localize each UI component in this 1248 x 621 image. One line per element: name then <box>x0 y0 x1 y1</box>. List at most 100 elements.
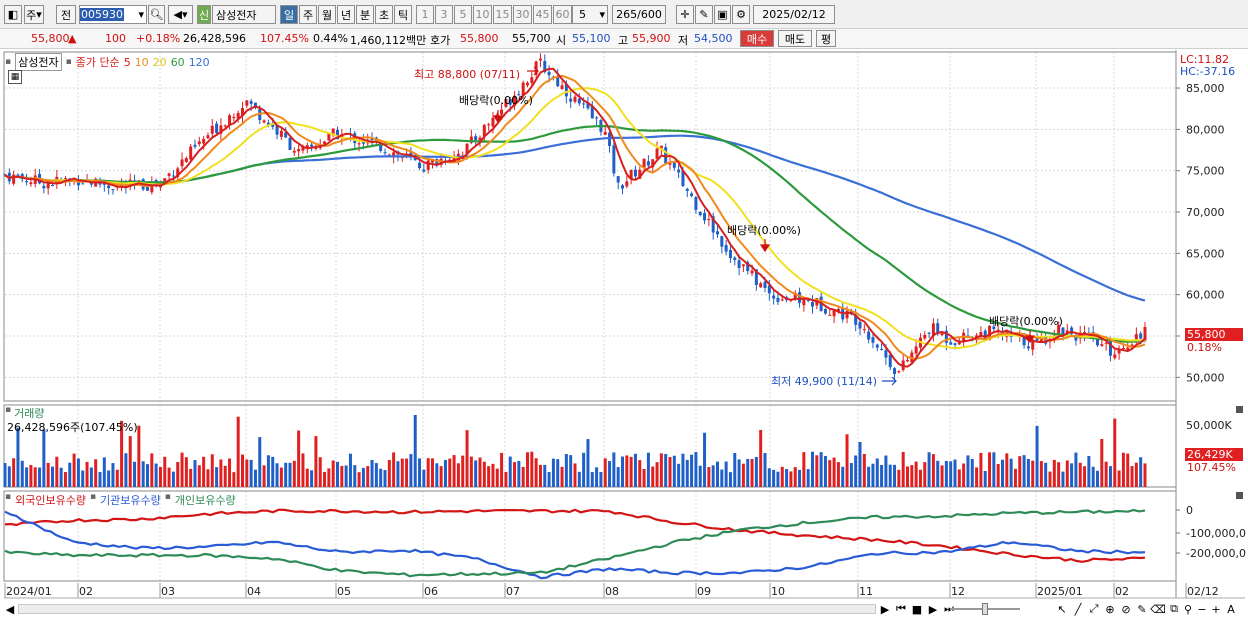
toggle-icon[interactable]: ⊕ <box>1105 602 1115 616</box>
period-tab-2[interactable]: 월 <box>318 5 336 24</box>
candle <box>1113 354 1117 359</box>
period-tab-6[interactable]: 틱 <box>394 5 412 24</box>
interval-button-45[interactable]: 45 <box>533 5 552 24</box>
candle <box>538 58 542 61</box>
candle <box>547 71 551 76</box>
zoom-slider-handle[interactable] <box>982 603 988 615</box>
chevron-down-icon[interactable]: ▾ <box>138 8 144 21</box>
volume-bar <box>262 465 266 487</box>
zoom-out-icon[interactable]: − <box>1197 602 1207 616</box>
x-tick-label: 2025/01 <box>1037 585 1083 598</box>
horizontal-scrollbar[interactable] <box>18 604 876 614</box>
search-icon[interactable]: 🔍︎ <box>148 5 165 24</box>
x-tick-label: 10 <box>771 585 785 598</box>
interval-button-3[interactable]: 3 <box>435 5 453 24</box>
ma-period-20: 20 <box>152 55 167 69</box>
volume-bar <box>716 461 719 487</box>
speaker-icon[interactable]: ◀▾ <box>168 5 193 24</box>
volume-bar <box>793 467 797 487</box>
volume-bar <box>115 469 119 487</box>
draw-tool-icon[interactable]: ✎ <box>695 5 713 24</box>
candle <box>107 185 111 189</box>
panel-close-icon[interactable] <box>1236 406 1243 413</box>
volume-bar <box>16 427 20 487</box>
period-mode-select[interactable]: 주 ▾ <box>24 5 44 24</box>
volume-bar <box>158 467 162 487</box>
candle <box>629 170 633 179</box>
candle <box>215 123 219 133</box>
candle <box>763 281 767 288</box>
candle <box>111 189 115 191</box>
axis-labels: 2024/01 02 03 04 05 06 07 08 09 10 11 12 2025/01 02 02… <box>6 82 1246 598</box>
volume-bar <box>1005 453 1009 487</box>
volume-bar <box>98 472 102 487</box>
volume-tick-label: 50,000K <box>1186 419 1232 432</box>
interval-button-15[interactable]: 15 <box>493 5 512 24</box>
volume-bar <box>992 452 996 487</box>
chart-type-icon[interactable]: ◧ <box>4 5 22 24</box>
draw-line-icon[interactable]: ╱ <box>1074 602 1082 616</box>
interval-button-1[interactable]: 1 <box>416 5 434 24</box>
candle <box>664 147 668 164</box>
candle <box>1117 349 1121 354</box>
interval-button-10[interactable]: 10 <box>473 5 492 24</box>
volume-bar <box>625 455 629 487</box>
pointer-icon[interactable]: ↖ <box>1057 602 1067 616</box>
period-tab-3[interactable]: 년 <box>337 5 355 24</box>
stock-code-input[interactable]: 005930 ▾ <box>79 5 147 24</box>
stop-icon[interactable]: ■ <box>911 602 923 616</box>
cursor-icon[interactable]: ⤢ <box>1089 602 1099 615</box>
volume-bar <box>914 461 918 487</box>
volume-bar <box>241 454 244 487</box>
sell-button[interactable]: 매도 <box>778 30 812 47</box>
high-price: 55,900 <box>632 32 671 45</box>
volume-bar <box>461 455 465 487</box>
chart-area[interactable]: 2024/01 02 03 04 05 06 07 08 09 10 11 12 2025/01 02 02… <box>0 50 1248 621</box>
interval-select[interactable]: 5 ▾ <box>572 5 608 24</box>
volume-bar <box>517 460 521 487</box>
pen-icon[interactable]: ✎ <box>1137 602 1147 616</box>
volume-bar <box>871 463 875 487</box>
period-tab-1[interactable]: 주 <box>299 5 317 24</box>
rewind-icon[interactable]: ⏮ <box>896 602 906 615</box>
eraser-icon[interactable]: ⌫ <box>1150 602 1166 616</box>
volume-bar <box>785 469 789 487</box>
candle <box>12 174 16 184</box>
period-tab-4[interactable]: 분 <box>356 5 374 24</box>
prev-button[interactable]: 전 <box>56 5 76 24</box>
volume-bar <box>163 456 167 487</box>
copy-icon[interactable]: ⧉ <box>1170 602 1178 615</box>
magnifier-icon[interactable]: ⚲ <box>1183 602 1193 616</box>
scroll-right-icon[interactable]: ▶ <box>880 602 890 616</box>
volume-bar <box>266 455 270 487</box>
fast-forward-icon[interactable]: ⏭ <box>944 602 954 615</box>
panel-close-icon[interactable] <box>1236 492 1243 499</box>
volume-bar <box>612 452 616 487</box>
zoom-in-icon[interactable]: + <box>1211 602 1221 616</box>
scroll-left-icon[interactable]: ◀ <box>5 602 15 616</box>
interval-button-30[interactable]: 30 <box>513 5 532 24</box>
flat-button[interactable]: 평 <box>816 30 836 47</box>
candle <box>651 159 655 168</box>
volume-bar <box>167 467 171 487</box>
volume-bar <box>988 452 992 487</box>
interval-button-60[interactable]: 60 <box>553 5 572 24</box>
candle <box>608 132 612 146</box>
buy-button[interactable]: 매수 <box>740 30 774 47</box>
period-tab-0[interactable]: 일 <box>280 5 298 24</box>
crosshair-icon[interactable]: ✛ <box>676 5 694 24</box>
volume-bar <box>374 463 378 487</box>
fibonacci-icon[interactable]: ⊘ <box>1121 602 1131 616</box>
font-size-icon[interactable]: A <box>1227 602 1235 616</box>
date-input[interactable]: 2025/02/12 <box>753 5 835 24</box>
play-icon[interactable]: ▶ <box>928 602 938 616</box>
quote-bar: 55,800 ▲ 100 +0.18% 26,428,596 107.45% 0… <box>0 29 1248 49</box>
save-icon[interactable]: ▣ <box>714 5 731 24</box>
interval-button-5[interactable]: 5 <box>454 5 472 24</box>
period-tab-5[interactable]: 초 <box>375 5 393 24</box>
gear-icon[interactable]: ⚙ <box>732 5 750 24</box>
price-legend-tag[interactable]: 삼성전자 <box>15 53 62 71</box>
grid-toggle-icon[interactable]: ▦ <box>8 70 22 84</box>
panel-frames <box>3 50 1245 599</box>
count-input[interactable]: 265/600 <box>612 5 666 24</box>
